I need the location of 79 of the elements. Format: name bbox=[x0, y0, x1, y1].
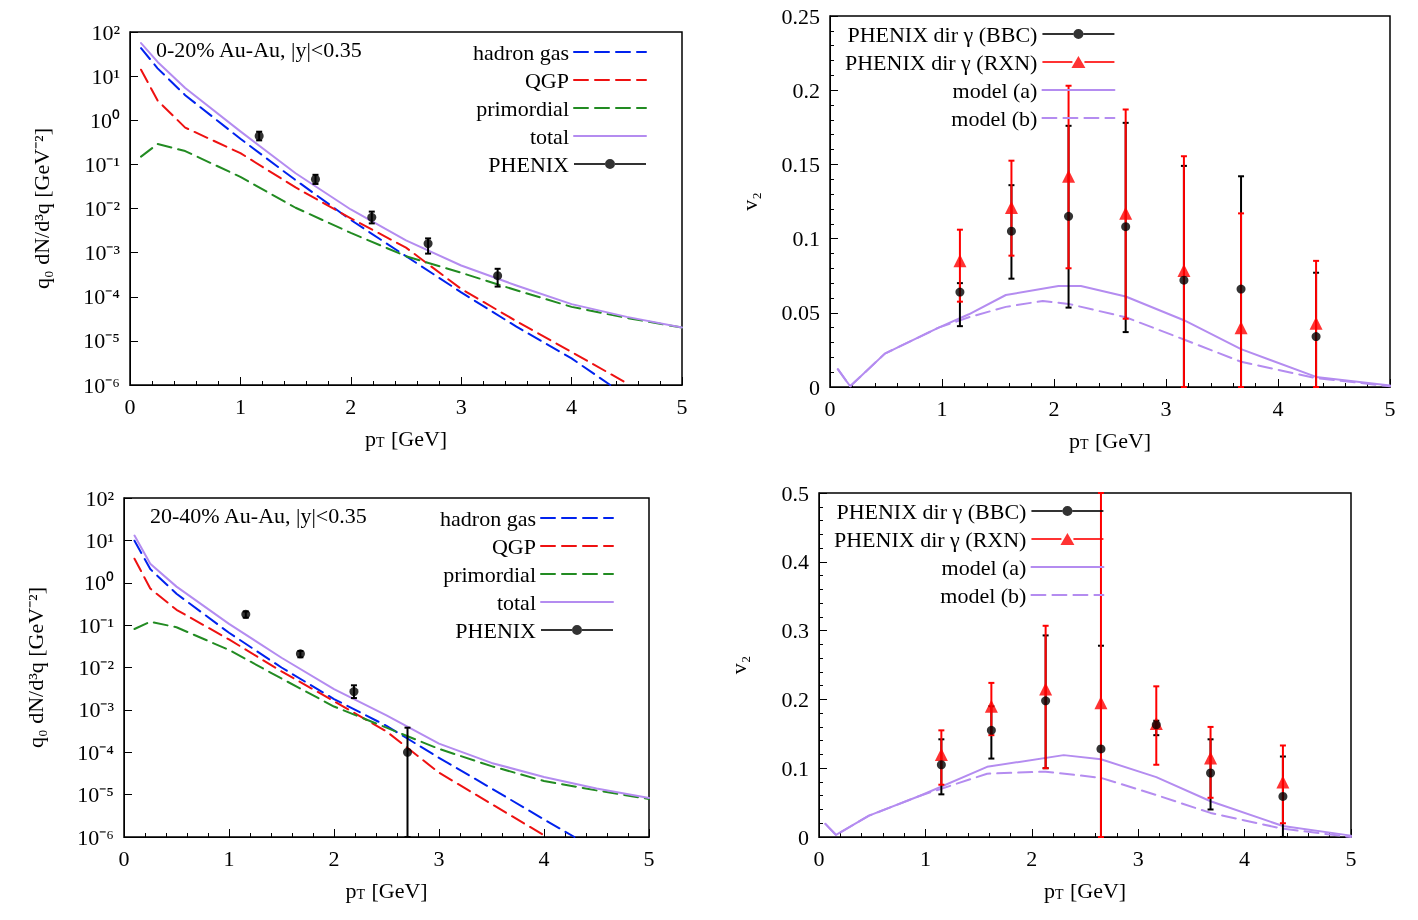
x-tick-label: 3 bbox=[455, 393, 467, 419]
legend-label: model (a) bbox=[941, 554, 1027, 580]
x-tick-label: 4 bbox=[1239, 845, 1251, 871]
x-tick-label: 2 bbox=[328, 845, 340, 871]
x-tick-label: 3 bbox=[433, 845, 445, 871]
y-tick-label: 10⁰ bbox=[90, 107, 120, 133]
legend-label: QGP bbox=[491, 533, 536, 559]
y-tick-label: 10⁻⁴ bbox=[77, 739, 115, 765]
y-tick-label: 10⁻⁵ bbox=[83, 328, 120, 354]
y-tick-label: 0.2 bbox=[781, 686, 809, 712]
x-tick-label: 1 bbox=[936, 395, 948, 421]
y-tick-label: 10⁻³ bbox=[84, 240, 121, 266]
y-tick-label: 10⁻⁵ bbox=[77, 782, 114, 808]
y-tick-label: 0.2 bbox=[792, 77, 820, 103]
y-tick-label: 0.5 bbox=[781, 480, 809, 506]
y-tick-label: 0 bbox=[809, 374, 820, 400]
y-tick-label: 0.1 bbox=[781, 755, 809, 781]
y-tick-label: 10⁻² bbox=[78, 655, 115, 680]
y-tick-label: 10² bbox=[85, 485, 115, 511]
x-tick-label: 2 bbox=[345, 393, 357, 419]
legend-label: hadron gas bbox=[440, 505, 536, 531]
legend-label: model (a) bbox=[952, 77, 1038, 103]
y-tick-label: 0.05 bbox=[781, 300, 820, 326]
x-tick-label: 0 bbox=[824, 395, 836, 421]
x-tick-label: 3 bbox=[1160, 395, 1172, 421]
legend-label: PHENIX dir γ (BBC) bbox=[847, 21, 1038, 47]
legend-label: total bbox=[496, 589, 536, 615]
y-tick-label: 0.15 bbox=[781, 151, 820, 177]
y-tick-label: 10¹ bbox=[91, 63, 120, 89]
x-tick-label: 5 bbox=[643, 845, 655, 871]
legend-label: model (b) bbox=[940, 582, 1027, 608]
y-tick-label: 0.25 bbox=[781, 3, 820, 29]
legend-label: PHENIX dir γ (BBC) bbox=[836, 498, 1027, 524]
y-tick-label: 10⁻³ bbox=[78, 697, 115, 723]
x-axis-title: pT [GeV] bbox=[364, 425, 448, 451]
y-tick-label: 0 bbox=[798, 824, 809, 850]
legend-label: PHENIX bbox=[488, 151, 570, 177]
y-tick-label: 10⁻⁴ bbox=[83, 284, 121, 310]
y-tick-label: 10² bbox=[91, 19, 121, 45]
y-axis-title: q₀ dN/d³q [GeV⁻²] bbox=[28, 127, 54, 290]
x-tick-label: 5 bbox=[1384, 395, 1396, 421]
y-axis-title: v₂ bbox=[736, 192, 762, 211]
x-tick-label: 2 bbox=[1048, 395, 1060, 421]
x-tick-label: 4 bbox=[1272, 395, 1284, 421]
y-tick-label: 10⁻² bbox=[84, 196, 121, 221]
annotation: 20-40% Au-Au, |y|<0.35 bbox=[150, 502, 367, 528]
annotation: 0-20% Au-Au, |y|<0.35 bbox=[156, 36, 362, 62]
y-tick-label: 0.4 bbox=[781, 549, 809, 575]
legend-label: primordial bbox=[443, 561, 536, 587]
x-tick-label: 4 bbox=[538, 845, 550, 871]
y-tick-label: 10¹ bbox=[85, 527, 114, 553]
y-tick-label: 0.3 bbox=[781, 618, 809, 644]
x-axis-title: pT [GeV] bbox=[345, 877, 428, 903]
y-tick-label: 10⁻⁶ bbox=[83, 372, 120, 398]
legend-label: QGP bbox=[524, 67, 569, 93]
x-tick-label: 3 bbox=[1132, 845, 1144, 871]
x-tick-label: 1 bbox=[223, 845, 235, 871]
y-axis-title: v₂ bbox=[725, 655, 751, 675]
x-tick-label: 5 bbox=[676, 393, 688, 419]
legend-label: PHENIX dir γ (RXN) bbox=[844, 49, 1038, 75]
y-tick-label: 10⁰ bbox=[84, 570, 114, 596]
x-tick-label: 4 bbox=[566, 393, 578, 419]
legend-label: PHENIX dir γ (RXN) bbox=[833, 526, 1027, 552]
x-tick-label: 1 bbox=[234, 393, 246, 419]
legend-label: model (b) bbox=[951, 105, 1038, 131]
y-axis-title: q₀ dN/d³q [GeV⁻²] bbox=[22, 586, 48, 749]
legend-label: total bbox=[529, 123, 569, 149]
x-tick-label: 2 bbox=[1026, 845, 1038, 871]
legend-label: primordial bbox=[476, 95, 569, 121]
y-tick-label: 0.1 bbox=[792, 226, 820, 252]
y-tick-label: 10⁻¹ bbox=[84, 151, 120, 177]
x-tick-label: 5 bbox=[1345, 845, 1357, 871]
legend-label: hadron gas bbox=[473, 39, 569, 65]
legend-label: PHENIX bbox=[455, 617, 537, 643]
y-tick-label: 10⁻⁶ bbox=[77, 824, 114, 850]
x-tick-label: 1 bbox=[919, 845, 931, 871]
x-axis-title: pT [GeV] bbox=[1068, 427, 1152, 453]
x-axis-title: pT [GeV] bbox=[1043, 877, 1127, 903]
y-tick-label: 10⁻¹ bbox=[78, 612, 114, 638]
